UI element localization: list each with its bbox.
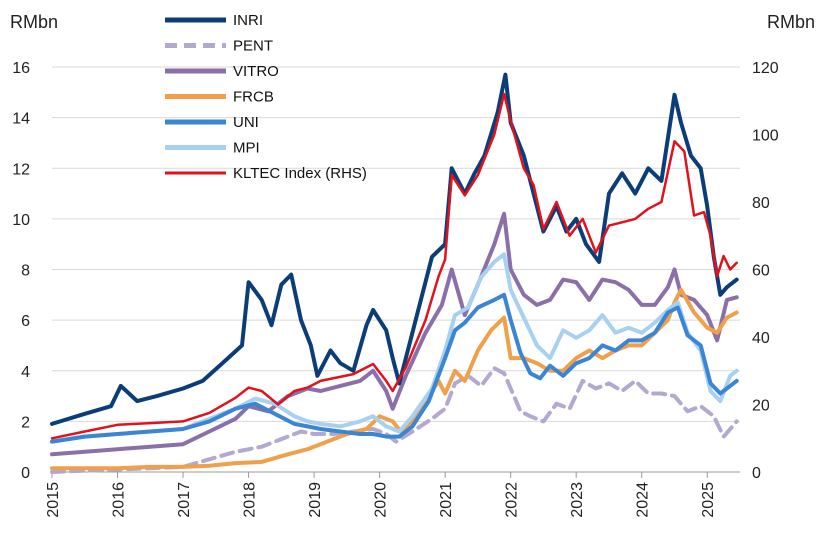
- x-tick-label: 2025: [700, 482, 717, 518]
- series-lines: [50, 72, 739, 474]
- legend: INRI PENT VITRO FRCB UNI MPI KLTEC Index (RHS): [165, 12, 367, 182]
- gridlines: [52, 66, 740, 422]
- legend-label: VITRO: [233, 63, 279, 80]
- series-line-frcb: [50, 287, 739, 471]
- x-tick-label: 2023: [569, 482, 586, 518]
- x-tick-label: 2019: [307, 482, 324, 518]
- axes: 0 2 4 6 8 10 12 14 16 0 20 40 60 80 100 120 2015 2016 2017…: [12, 60, 779, 518]
- y-left-tick-label: 12: [12, 161, 30, 178]
- legend-label: MPI: [233, 140, 260, 157]
- legend-label: PENT: [233, 38, 273, 55]
- legend-label: INRI: [233, 12, 263, 29]
- y-right-tick-label: 120: [752, 60, 779, 77]
- y-left-tick-label: 0: [21, 465, 30, 482]
- y-left-tick-label: 4: [21, 364, 30, 381]
- legend-label: UNI: [233, 114, 259, 131]
- y-right-tick-label: 100: [752, 128, 779, 145]
- series-line-mpi: [50, 252, 739, 444]
- y-right-tick-label: 0: [752, 465, 761, 482]
- series-line-kltec-index-rhs: [50, 92, 738, 440]
- y-right-unit-label: RMbn: [767, 12, 815, 32]
- y-left-tick-label: 6: [21, 313, 30, 330]
- y-right-tick-label: 40: [752, 330, 770, 347]
- y-left-tick-label: 8: [21, 263, 30, 280]
- x-tick-label: 2020: [373, 482, 390, 518]
- x-tick-label: 2015: [45, 482, 62, 518]
- y-right-tick-label: 20: [752, 398, 770, 415]
- x-tick-label: 2018: [242, 482, 259, 518]
- series-line-uni: [50, 292, 739, 444]
- y-right-tick-label: 80: [752, 195, 770, 212]
- y-left-tick-label: 10: [12, 212, 30, 229]
- y-left-unit-label: RMbn: [10, 12, 58, 32]
- x-tick-label: 2017: [176, 482, 193, 518]
- x-tick-label: 2021: [438, 482, 455, 518]
- y-left-tick-label: 2: [21, 414, 30, 431]
- series-line-vitro: [50, 211, 739, 457]
- legend-label: KLTEC Index (RHS): [233, 165, 367, 182]
- x-tick-label: 2022: [504, 482, 521, 518]
- series-line-pent: [50, 366, 739, 474]
- legend-label: FRCB: [233, 89, 274, 106]
- y-left-tick-label: 14: [12, 111, 30, 128]
- x-tick-label: 2024: [635, 482, 652, 518]
- x-tick-label: 2016: [111, 482, 128, 518]
- y-right-tick-label: 60: [752, 263, 770, 280]
- series-line-inri: [50, 72, 739, 426]
- y-left-tick-label: 16: [12, 60, 30, 77]
